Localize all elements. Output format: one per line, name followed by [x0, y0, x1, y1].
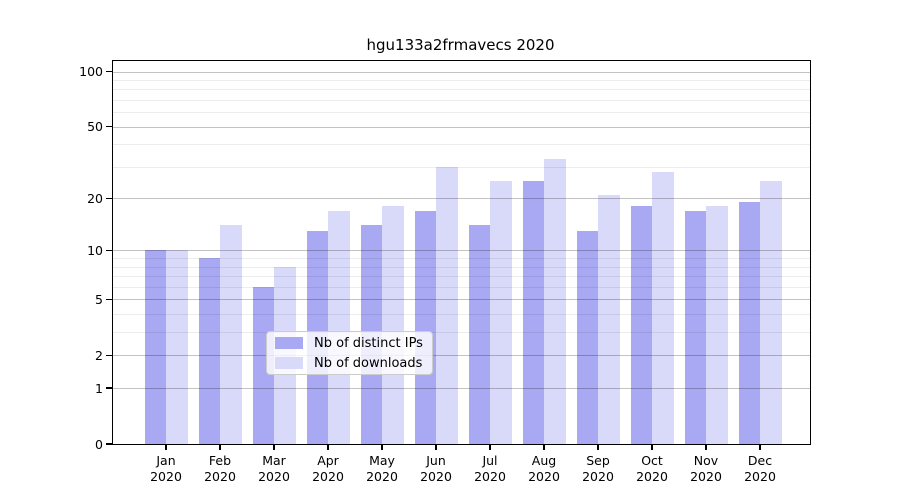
x-tick-mark	[435, 444, 437, 450]
bar-downloads	[382, 206, 404, 444]
y-gridline-major	[113, 388, 810, 390]
x-tick-label: Jun 2020	[420, 453, 452, 484]
x-tick-label: Mar 2020	[258, 453, 290, 484]
y-tick-mark	[106, 249, 113, 252]
bar-distinct-ips	[576, 231, 598, 444]
bar-distinct-ips	[414, 210, 436, 444]
y-tick-label: 10	[87, 242, 103, 258]
x-tick-label: Apr 2020	[312, 453, 344, 484]
y-gridline-minor	[113, 89, 810, 91]
y-gridline-minor	[113, 266, 810, 268]
chart-title: hgu133a2frmavecs 2020	[366, 36, 555, 54]
y-tick-label: 5	[95, 291, 103, 307]
y-gridline-minor	[113, 314, 810, 316]
y-tick-label: 100	[79, 64, 103, 79]
y-tick-label: 1	[95, 380, 103, 396]
x-tick-mark	[705, 444, 707, 450]
y-gridline-minor	[113, 276, 810, 278]
bar-downloads	[220, 225, 242, 444]
bar-distinct-ips	[144, 250, 166, 444]
bar-downloads	[490, 181, 512, 444]
x-tick-label: May 2020	[366, 453, 398, 484]
legend-label-distinct-ips: Nb of distinct IPs	[314, 335, 423, 351]
y-gridline-minor	[113, 79, 810, 81]
x-tick-mark	[327, 444, 329, 450]
bar-distinct-ips	[252, 286, 274, 444]
x-tick-label: Dec 2020	[744, 453, 776, 484]
plot-area: 0 1 2 5 10 20 50 100 Jan 2020 Feb 2020 Mar 2020 Apr…	[79, 60, 811, 484]
x-tick-label: Aug 2020	[528, 453, 560, 484]
y-gridline-major	[113, 126, 810, 128]
bar-downloads	[328, 210, 350, 444]
x-tick-mark	[543, 444, 545, 450]
y-gridline-minor	[113, 144, 810, 146]
bar-downloads	[760, 181, 782, 444]
x-tick-mark	[597, 444, 599, 450]
legend-swatch-distinct-ips	[275, 337, 303, 349]
x-tick-label: Nov 2020	[690, 453, 722, 484]
y-tick-label: 0	[95, 436, 103, 452]
y-gridline-minor	[113, 112, 810, 114]
bar-distinct-ips	[738, 202, 760, 444]
x-tick-mark	[651, 444, 653, 450]
bar-distinct-ips	[198, 258, 220, 444]
y-gridline-major	[113, 250, 810, 252]
y-tick-mark	[106, 443, 113, 445]
legend-item-downloads: Nb of downloads	[267, 355, 432, 372]
y-gridline-major	[113, 355, 810, 357]
bar-distinct-ips	[522, 181, 544, 444]
y-gridline-major	[113, 198, 810, 200]
bar-distinct-ips	[468, 225, 490, 444]
bar-distinct-ips	[630, 206, 652, 444]
y-gridline-minor	[113, 99, 810, 101]
x-tick-label: Jan 2020	[150, 453, 182, 484]
y-gridline-major	[113, 71, 810, 73]
y-tick-mark	[106, 70, 113, 73]
y-gridline-major	[113, 299, 810, 301]
y-tick-label: 20	[87, 190, 103, 206]
bar-downloads	[544, 159, 566, 444]
x-tick-mark	[273, 444, 275, 450]
y-tick-mark	[106, 197, 113, 199]
legend-swatch-downloads	[275, 357, 303, 369]
y-tick-mark	[106, 387, 113, 389]
bar-downloads	[598, 194, 620, 444]
x-tick-label: Jul 2020	[474, 453, 506, 484]
x-tick-mark	[489, 444, 491, 450]
y-tick-label: 50	[87, 119, 103, 135]
x-tick-mark	[219, 444, 221, 450]
y-tick-mark	[106, 298, 113, 300]
legend-item-distinct-ips: Nb of distinct IPs	[267, 335, 432, 352]
bar-downloads	[706, 206, 728, 444]
x-tick-mark	[759, 444, 761, 450]
y-tick-label: 2	[95, 347, 103, 363]
y-gridline-minor	[113, 166, 810, 168]
y-gridline-minor	[113, 332, 810, 334]
bar-downloads	[166, 250, 188, 444]
x-tick-label: Sep 2020	[582, 453, 614, 484]
y-gridline-minor	[113, 258, 810, 260]
x-tick-mark	[381, 444, 383, 450]
bar-distinct-ips	[684, 210, 706, 444]
bar-downloads	[436, 166, 458, 444]
y-tick-mark	[106, 126, 113, 128]
x-tick-mark	[165, 444, 167, 450]
x-tick-label: Feb 2020	[204, 453, 236, 484]
bar-downloads	[652, 172, 674, 444]
x-tick-label: Oct 2020	[636, 453, 668, 484]
legend-label-downloads: Nb of downloads	[314, 355, 423, 371]
y-gridline-minor	[113, 286, 810, 288]
y-tick-mark	[106, 354, 113, 356]
legend: Nb of distinct IPs Nb of downloads	[266, 331, 433, 375]
